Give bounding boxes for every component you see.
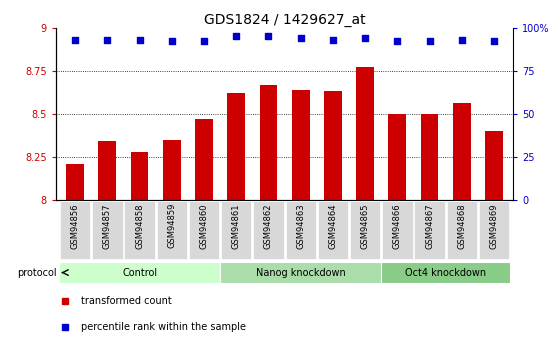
Text: Oct4 knockdown: Oct4 knockdown xyxy=(405,268,486,277)
Text: percentile rank within the sample: percentile rank within the sample xyxy=(81,323,246,332)
FancyBboxPatch shape xyxy=(318,201,348,259)
Bar xyxy=(66,164,84,200)
FancyBboxPatch shape xyxy=(124,201,155,259)
FancyBboxPatch shape xyxy=(381,262,510,284)
Text: GSM94865: GSM94865 xyxy=(360,203,369,249)
Text: GSM94862: GSM94862 xyxy=(264,203,273,249)
Bar xyxy=(99,141,116,200)
FancyBboxPatch shape xyxy=(253,201,283,259)
Bar xyxy=(356,67,374,200)
Text: GSM94861: GSM94861 xyxy=(232,203,240,249)
Text: GSM94863: GSM94863 xyxy=(296,203,305,249)
FancyBboxPatch shape xyxy=(350,201,381,259)
Bar xyxy=(228,93,245,200)
Point xyxy=(167,39,176,44)
FancyBboxPatch shape xyxy=(415,201,445,259)
Title: GDS1824 / 1429627_at: GDS1824 / 1429627_at xyxy=(204,12,365,27)
Point xyxy=(458,37,466,42)
Text: GSM94867: GSM94867 xyxy=(425,203,434,249)
Text: Control: Control xyxy=(122,268,157,277)
Text: GSM94868: GSM94868 xyxy=(458,203,466,249)
Point xyxy=(329,37,338,42)
Bar xyxy=(195,119,213,200)
Text: transformed count: transformed count xyxy=(81,296,172,306)
Point xyxy=(232,33,240,39)
Point xyxy=(135,37,144,42)
Text: GSM94857: GSM94857 xyxy=(103,203,112,249)
Bar xyxy=(131,152,148,200)
FancyBboxPatch shape xyxy=(382,201,412,259)
Point xyxy=(296,35,305,41)
Text: GSM94858: GSM94858 xyxy=(135,203,144,249)
Bar xyxy=(453,104,470,200)
Point xyxy=(360,35,369,41)
Bar xyxy=(163,140,181,200)
Bar xyxy=(421,114,439,200)
Point xyxy=(71,37,80,42)
Point xyxy=(393,39,402,44)
Point xyxy=(200,39,209,44)
Text: GSM94869: GSM94869 xyxy=(489,203,498,249)
Bar xyxy=(259,85,277,200)
Text: GSM94866: GSM94866 xyxy=(393,203,402,249)
FancyBboxPatch shape xyxy=(479,201,509,259)
Bar xyxy=(388,114,406,200)
Text: Nanog knockdown: Nanog knockdown xyxy=(256,268,345,277)
Text: protocol: protocol xyxy=(17,268,56,277)
Bar xyxy=(292,90,310,200)
Point xyxy=(264,33,273,39)
Text: GSM94859: GSM94859 xyxy=(167,203,176,248)
FancyBboxPatch shape xyxy=(220,262,381,284)
FancyBboxPatch shape xyxy=(157,201,187,259)
FancyBboxPatch shape xyxy=(92,201,123,259)
FancyBboxPatch shape xyxy=(59,262,220,284)
Text: GSM94860: GSM94860 xyxy=(200,203,209,249)
FancyBboxPatch shape xyxy=(286,201,316,259)
Bar xyxy=(485,131,503,200)
Point xyxy=(425,39,434,44)
Point xyxy=(489,39,498,44)
Point xyxy=(103,37,112,42)
FancyBboxPatch shape xyxy=(446,201,477,259)
Bar xyxy=(324,91,341,200)
Text: GSM94864: GSM94864 xyxy=(329,203,338,249)
FancyBboxPatch shape xyxy=(221,201,252,259)
Text: GSM94856: GSM94856 xyxy=(71,203,80,249)
FancyBboxPatch shape xyxy=(189,201,219,259)
FancyBboxPatch shape xyxy=(60,201,90,259)
